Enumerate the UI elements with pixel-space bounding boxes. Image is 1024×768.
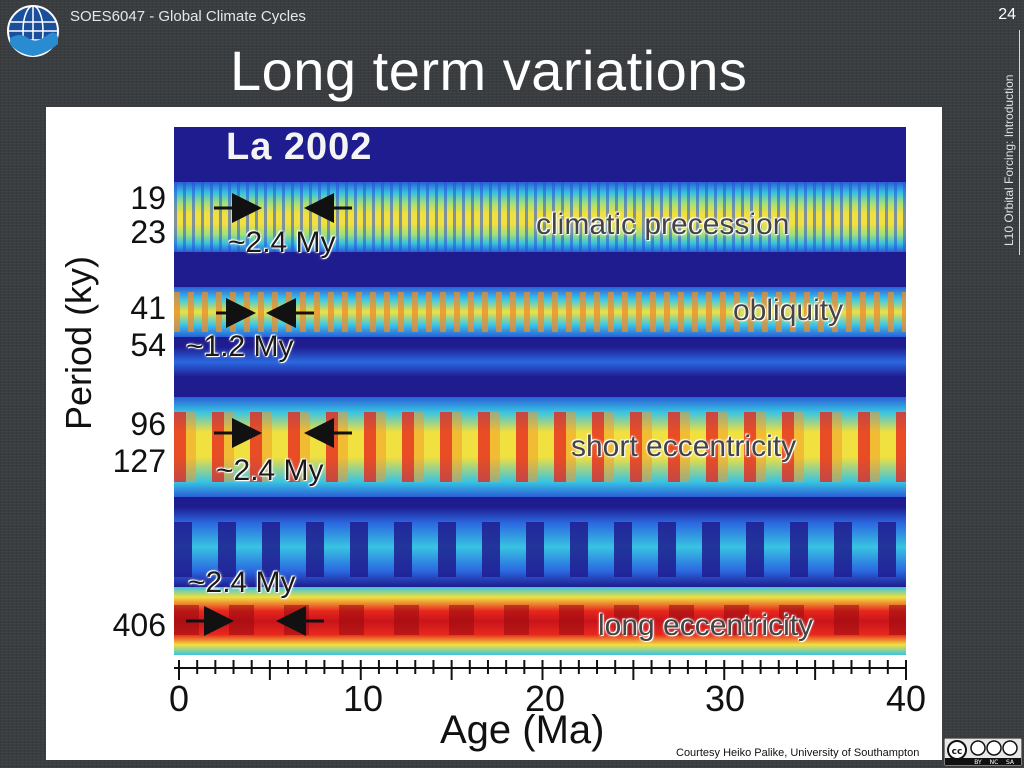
y-tick: 96 [130,406,166,442]
x-axis-label: Age (Ma) [440,708,605,752]
cc-mark: cc [952,747,963,757]
y-tick: 127 [112,443,166,479]
y-axis-label: Period (ky) [58,255,99,430]
x-tick: 20 [524,678,566,719]
x-tick: 0 [168,678,190,719]
course-title: SOES6047 - Global Climate Cycles [70,8,306,25]
spectrogram-title: La 2002 [226,126,373,168]
page-number: 24 [998,6,1016,23]
long-eccentricity-label: long eccentricity [598,609,814,642]
y-tick: 54 [130,327,166,363]
x-tick: 30 [704,678,746,719]
y-tick: 406 [112,607,166,643]
precession-label: climatic precession [536,208,790,241]
lecture-side-label: L10 Orbital Forcing: Introduction [1002,74,1016,246]
obliquity-label: obliquity [733,294,844,327]
x-tick: 10 [342,678,384,719]
long-eccentricity-period-label: ~2.4 My [188,566,296,599]
creative-commons-license-icon: cc BY NC SA [944,738,1022,766]
cc-by: BY [974,759,982,766]
cc-sa: SA [1006,759,1015,766]
precession-period-label: ~2.4 My [228,226,336,259]
y-tick: 41 [130,290,166,326]
figure-credit: Courtesy Heiko Palike, University of Sou… [676,747,920,759]
university-globe-logo [7,5,59,57]
obliquity-period-label: ~1.2 My [186,330,294,363]
short-eccentricity-period-label: ~2.4 My [216,454,324,487]
side-divider [1019,30,1020,255]
cc-nc: NC [990,759,999,766]
x-tick: 40 [885,678,927,719]
short-eccentricity-label: short eccentricity [571,430,797,463]
y-tick: 19 [130,180,166,216]
y-tick: 23 [130,214,166,250]
slide-title: Long term variations [230,39,748,102]
